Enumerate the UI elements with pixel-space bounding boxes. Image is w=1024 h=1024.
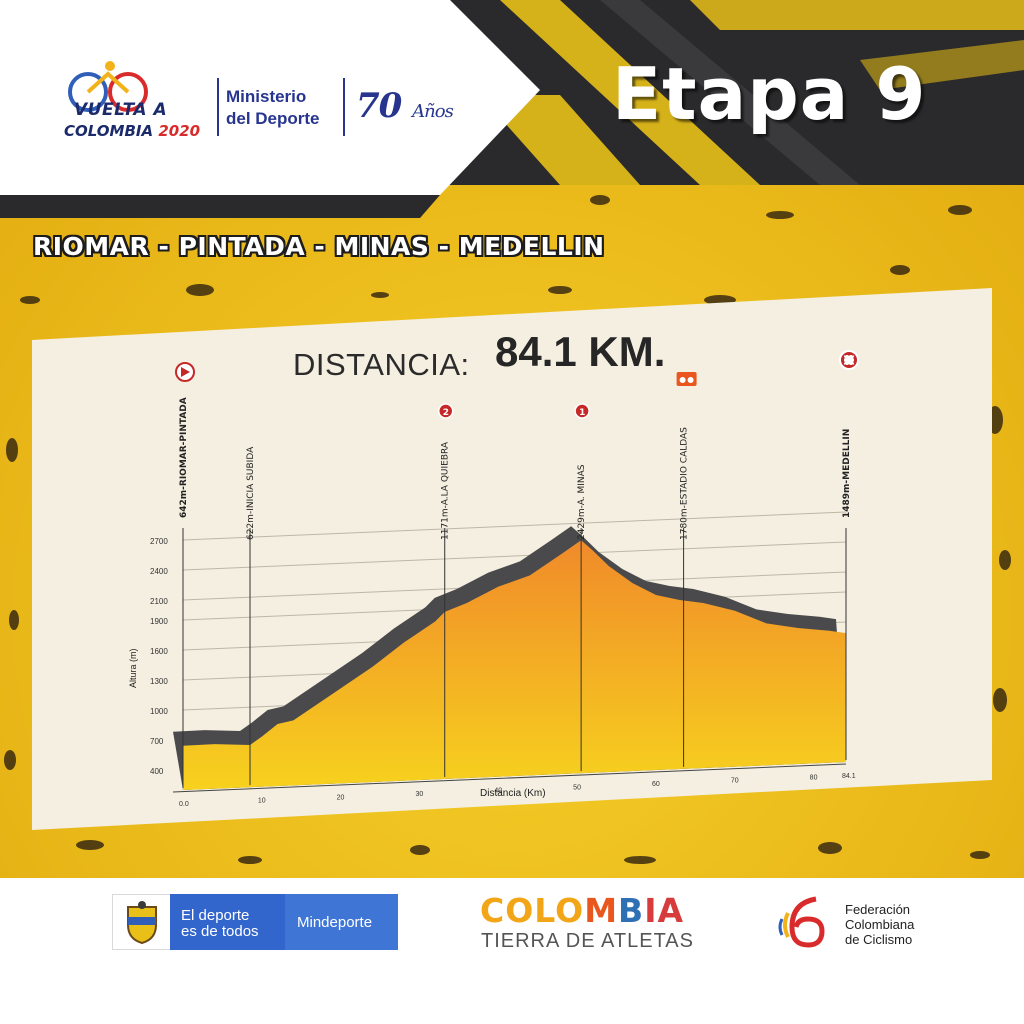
category-badge-label: 2 [443, 408, 449, 418]
gridline [182, 541, 847, 571]
profile-area [183, 540, 846, 790]
distance-label: DISTANCIA: [293, 347, 470, 382]
colombia-crest-icon [127, 901, 157, 945]
x-tick-label: 0.0 [179, 801, 189, 808]
sprint-wheel-icon [687, 377, 694, 383]
federacion-text: Federación Colombiana de Ciclismo [845, 902, 915, 947]
distance-value: 84.1 KM. [495, 328, 666, 375]
x-tick-label: 30 [416, 791, 424, 798]
sprint-icon [676, 372, 697, 386]
gridline [182, 511, 847, 541]
start-icon-arrow [181, 367, 190, 377]
federacion-ciclismo-logo [778, 896, 825, 948]
y-tick-label: 1900 [150, 617, 168, 626]
gov-slogan: El deporte es de todos [181, 907, 259, 940]
ministerio-logo-text: Ministerio del Deporte [226, 87, 320, 128]
gov-logo-blue [170, 894, 285, 950]
point-label: 622m-INICIA SUBIDA [246, 446, 256, 540]
point-label: 1780m-ESTADIO CALDAS [680, 427, 690, 540]
y-tick-label: 1600 [150, 647, 168, 656]
colombia-brand: COLOMBIA [480, 891, 685, 930]
mindeporte-label: Mindeporte [297, 914, 373, 931]
y-tick-label: 400 [150, 767, 164, 776]
x-tick-label: 60 [652, 781, 660, 788]
x-tick-label: 20 [337, 794, 345, 801]
70-anos-logo: 70 Años [356, 86, 454, 126]
y-tick-label: 700 [150, 737, 164, 746]
y-tick-label: 2700 [150, 537, 168, 546]
vuelta-cyclist-logo [68, 61, 148, 112]
sprint-wheel-icon [679, 377, 686, 383]
x-tick-label: 70 [731, 778, 739, 785]
y-tick-label: 2100 [150, 597, 168, 606]
y-tick-label: 2400 [150, 567, 168, 576]
category-2-icon [437, 403, 454, 419]
vuelta-line2: COLOMBIA 2020 [64, 122, 201, 140]
x-tick-label: 50 [573, 784, 581, 791]
x-axis [172, 763, 847, 793]
x-tick-label: 84.1 [842, 773, 856, 780]
point-label: 1171m-A.LA QUIEBRA [441, 441, 451, 540]
route-title: RIOMAR - PINTADA - MINAS - MEDELLIN [33, 232, 605, 261]
x-tick-label: 80 [810, 774, 818, 781]
x-tick-label: 10 [258, 798, 266, 805]
header-white-panel [0, 0, 540, 218]
tierra-de-atletas: TIERRA DE ATLETAS [481, 930, 694, 952]
logo-separator [343, 78, 345, 136]
finish-flag-icon [843, 354, 855, 366]
x-axis-label: Distancia (Km) [480, 788, 546, 799]
point-label: 2429m-A. MINAS [577, 464, 587, 540]
vuelta-line1: VUELTA A [74, 100, 168, 120]
point-label: 642m-RIOMAR-PINTADA [179, 397, 189, 518]
x-tick-label: 40 [494, 788, 502, 795]
mindeporte-logo-blue [285, 894, 398, 950]
point-label: 1489m-MEDELLIN [842, 429, 852, 518]
category-badge-label: 1 [579, 408, 585, 418]
y-tick-label: 1000 [150, 707, 168, 716]
logo-separator [217, 78, 219, 136]
stage-title: Etapa 9 [612, 52, 927, 136]
y-axis-label: Altura (m) [128, 648, 138, 688]
y-tick-label: 1300 [150, 677, 168, 686]
category-1-icon [574, 403, 590, 419]
